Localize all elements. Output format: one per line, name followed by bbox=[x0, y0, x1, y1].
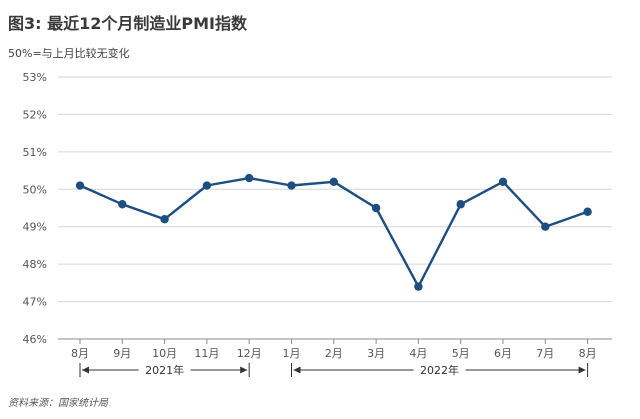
arrow-right-icon bbox=[240, 366, 248, 374]
y-tick-label: 48% bbox=[23, 258, 47, 271]
arrow-right-icon bbox=[578, 366, 586, 374]
data-point bbox=[498, 177, 508, 186]
data-point bbox=[118, 200, 127, 209]
pmi-series-line bbox=[79, 176, 589, 288]
x-tick-label: 12月 bbox=[237, 347, 262, 360]
data-point bbox=[75, 181, 85, 190]
data-point bbox=[245, 173, 254, 183]
arrow-left-icon bbox=[82, 366, 89, 374]
year-label: 2022年 bbox=[420, 363, 459, 377]
data-point bbox=[583, 207, 592, 216]
data-point bbox=[287, 181, 296, 190]
data-point bbox=[456, 200, 465, 209]
data-point bbox=[371, 203, 381, 213]
x-tick-label: 2月 bbox=[325, 347, 343, 360]
y-axis-tick-labels: 46% 47% 48% 49% 50% 51% 52% 53% bbox=[23, 71, 47, 346]
y-tick-label: 50% bbox=[23, 183, 47, 196]
x-tick-label: 3月 bbox=[367, 347, 385, 360]
x-tick-label: 10月 bbox=[152, 347, 177, 360]
arrow-left-icon bbox=[293, 366, 301, 374]
source-note: 资料来源：国家统计局 bbox=[8, 398, 108, 409]
x-axis: 8月 9月 10月 11月 12月 1月 2月 3月 4月 5月 6月 7月 8月 bbox=[71, 339, 597, 360]
y-tick-label: 47% bbox=[23, 296, 47, 309]
x-tick-label: 11月 bbox=[194, 347, 219, 360]
chart-subtitle: 50%=与上月比较无变化 bbox=[8, 47, 130, 60]
x-tick-label: 8月 bbox=[579, 347, 597, 360]
y-tick-label: 49% bbox=[23, 221, 47, 234]
y-tick-label: 53% bbox=[23, 71, 47, 84]
y-tick-label: 46% bbox=[23, 333, 47, 346]
series-line bbox=[79, 176, 589, 288]
y-tick-label: 51% bbox=[23, 146, 47, 159]
data-point bbox=[160, 215, 169, 224]
y-tick-label: 52% bbox=[23, 108, 47, 121]
x-tick-label: 4月 bbox=[409, 347, 427, 360]
data-point bbox=[414, 282, 423, 291]
x-tick-label: 8月 bbox=[71, 347, 89, 360]
x-tick-label: 7月 bbox=[536, 347, 554, 360]
data-point bbox=[541, 222, 550, 231]
data-point bbox=[202, 181, 212, 190]
x-tick-label: 1月 bbox=[283, 347, 301, 360]
year-brackets: 2021年 2022年 bbox=[79, 363, 589, 377]
x-tick-label: 9月 bbox=[113, 347, 131, 360]
year-label: 2021年 bbox=[145, 363, 184, 377]
x-tick-label: 5月 bbox=[452, 347, 470, 360]
series-points bbox=[75, 173, 592, 291]
data-point bbox=[329, 177, 338, 186]
grid-lines bbox=[58, 76, 612, 340]
chart-title: 图3: 最近12个月制造业PMI指数 bbox=[8, 14, 247, 33]
x-tick-label: 6月 bbox=[494, 347, 512, 360]
